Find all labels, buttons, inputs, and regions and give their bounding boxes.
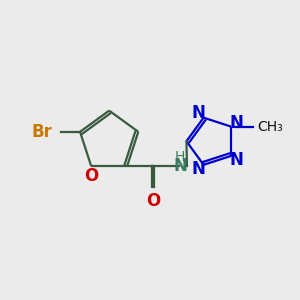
Text: H: H — [175, 150, 185, 164]
Text: N: N — [230, 114, 244, 132]
Text: N: N — [191, 160, 205, 178]
Text: O: O — [146, 192, 160, 210]
Text: N: N — [191, 104, 205, 122]
Text: CH₃: CH₃ — [258, 120, 283, 134]
Text: Br: Br — [32, 123, 52, 141]
Text: O: O — [84, 167, 98, 185]
Text: N: N — [230, 151, 244, 169]
Text: N: N — [173, 157, 187, 175]
